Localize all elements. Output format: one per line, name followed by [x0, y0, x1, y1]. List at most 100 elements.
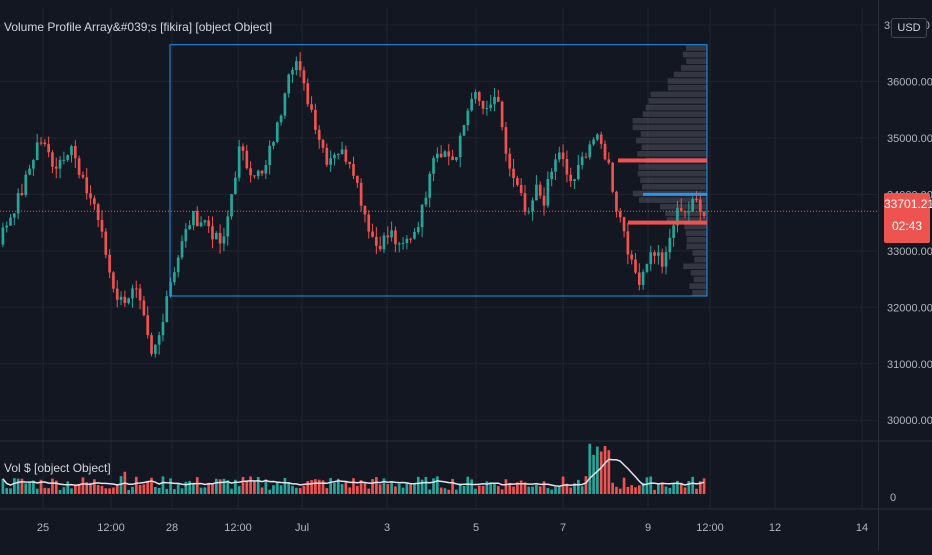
candle-body [73, 146, 77, 159]
candle-body [508, 153, 512, 169]
volume-profile-bar [680, 65, 707, 71]
volume-bar [70, 488, 73, 494]
time-tick-label: 12 [769, 522, 781, 534]
value-area-high-bar [643, 192, 707, 196]
volume-profile-bar [667, 84, 707, 91]
time-tick-label: Jul [295, 522, 309, 534]
volume-bar [668, 487, 672, 494]
volume-bar [405, 483, 409, 494]
volume-indicator-title[interactable]: Vol $ [object Object] [4, 461, 111, 475]
bar-countdown: 02:43 [891, 219, 923, 233]
volume-bar [649, 476, 653, 494]
volume-profile-bar [693, 276, 707, 283]
price-tick-label: 35000.00 [887, 133, 932, 145]
candle-body [302, 70, 306, 84]
volume-bar [363, 482, 367, 494]
candle-body [413, 232, 416, 239]
candle-body [630, 254, 634, 260]
candle-body [173, 272, 176, 283]
volume-bar [180, 488, 184, 494]
volume-bar [81, 477, 85, 494]
volume-bar [325, 488, 329, 494]
candle-body [329, 158, 332, 165]
volume-bar [169, 478, 172, 494]
volume-bar [702, 478, 706, 494]
candle-body [112, 272, 115, 289]
volume-bar [317, 479, 321, 494]
volume-bar [664, 486, 668, 494]
candle-body [272, 141, 275, 146]
candle-body [588, 144, 592, 158]
candle-body [340, 149, 344, 155]
volume-bar [451, 478, 454, 494]
candle-body [333, 154, 336, 159]
volume-bar [260, 487, 264, 494]
candle-body [371, 231, 374, 237]
volume-bar [493, 483, 496, 494]
candle-body [32, 160, 35, 169]
volume-bar [32, 480, 35, 494]
candle-body [401, 242, 405, 244]
candle-body [1, 227, 5, 245]
price-tick-label: 30000.00 [887, 415, 932, 427]
candle-body [485, 108, 489, 110]
volume-bar [653, 489, 656, 494]
volume-bar [218, 479, 222, 494]
candle-body [28, 168, 31, 175]
volume-bar [523, 482, 527, 494]
volume-bar [527, 486, 531, 494]
volume-bar [13, 478, 16, 494]
volume-bar [416, 476, 420, 494]
volume-bar [306, 481, 310, 494]
candle-body [439, 153, 443, 158]
candle-body [43, 142, 47, 145]
volume-bar [535, 484, 538, 494]
volume-bar [85, 482, 89, 494]
time-tick-label: 12:00 [97, 522, 125, 534]
volume-bar [390, 481, 393, 494]
volume-bar [352, 478, 355, 494]
candle-body [115, 288, 119, 300]
volume-bar [54, 480, 58, 494]
volume-bar [397, 483, 401, 494]
volume-profile-bar [650, 91, 707, 98]
candle-body [234, 177, 237, 195]
volume-bar [519, 480, 523, 494]
volume-profile-bar [683, 263, 707, 270]
candle-body [138, 288, 142, 301]
candle-body [645, 264, 649, 272]
volume-bar [287, 482, 291, 494]
volume-bar [154, 486, 157, 494]
volume-profile-bar [686, 236, 707, 243]
candle-body [150, 335, 153, 354]
volume-bar [504, 479, 508, 494]
volume-bar [436, 476, 439, 494]
volume-bar [96, 485, 100, 494]
candle-body [352, 164, 355, 176]
candle-body [496, 96, 500, 102]
candle-body [279, 115, 283, 123]
volume-bar [112, 487, 115, 494]
currency-selector[interactable]: USD [891, 18, 927, 38]
volume-bar [283, 477, 287, 494]
volume-profile-bar [640, 131, 707, 137]
volume-bar [245, 481, 249, 494]
candle-body [622, 217, 626, 232]
price-tick-label: 36000.00 [887, 76, 932, 88]
candle-body [131, 288, 134, 299]
volume-profile-bar [685, 230, 707, 236]
candle-body [184, 229, 188, 242]
volume-moving-average-line [2, 458, 705, 488]
candle-body [355, 175, 359, 183]
candle-body [70, 146, 73, 156]
volume-bar [474, 488, 477, 494]
candle-body [592, 139, 595, 145]
time-tick-label: 12:00 [696, 522, 724, 534]
volume-bar [626, 486, 630, 494]
volume-bar [401, 487, 405, 494]
volume-bar [512, 486, 515, 494]
candle-body [637, 272, 641, 285]
indicator-title[interactable]: Volume Profile Array&#039;s [fikira] [ob… [4, 20, 273, 34]
volume-bar [477, 485, 481, 494]
